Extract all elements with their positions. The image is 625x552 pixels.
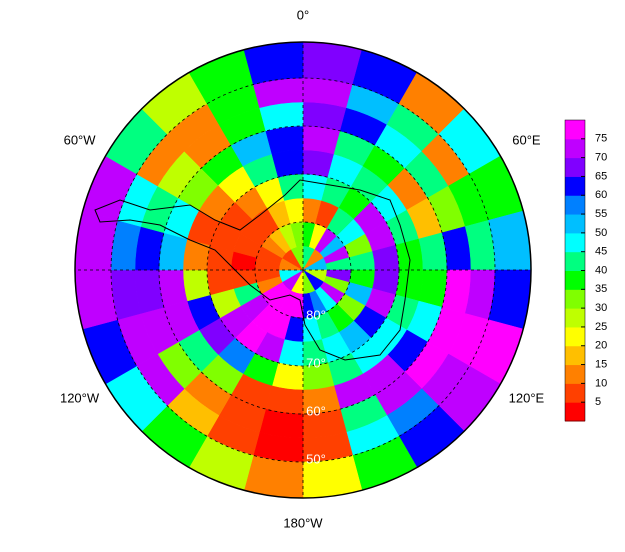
latitude-label: 60° — [306, 403, 326, 418]
longitude-label: 60°E — [512, 132, 541, 147]
longitude-label: 180°W — [283, 515, 323, 530]
colorbar-swatch — [565, 251, 585, 271]
colorbar-tick-label: 50 — [595, 227, 607, 239]
colorbar-swatch — [565, 195, 585, 215]
colorbar-swatch — [565, 232, 585, 253]
longitude-label: 120°W — [60, 390, 100, 405]
colorbar-swatch — [565, 138, 585, 159]
longitude-label: 60°W — [64, 132, 97, 147]
map-frame — [74, 41, 532, 499]
colorbar-swatch — [565, 214, 585, 234]
graticule — [74, 41, 532, 499]
latitude-label: 80° — [306, 307, 326, 322]
colorbar-tick-label: 45 — [595, 246, 607, 258]
heatmap-cell — [158, 269, 188, 308]
latitude-label: 50° — [306, 451, 326, 466]
colorbar-tick-label: 65 — [595, 170, 607, 182]
heatmap-cell — [158, 232, 188, 271]
colorbar-tick-label: 10 — [595, 377, 607, 389]
colorbar-swatch — [565, 308, 585, 328]
heatmap-cell — [265, 125, 304, 155]
colorbar-tick-label: 5 — [595, 396, 601, 408]
labels: 80° 70° 60° 50° 0° 60°E 120°E 180°W 120°W 60°W — [60, 7, 545, 530]
heatmap-cell — [418, 269, 448, 308]
coastline — [94, 179, 411, 361]
colorbar-tick-label: 20 — [595, 340, 607, 352]
colorbar-swatch — [565, 364, 585, 384]
colorbar-swatch — [565, 402, 585, 422]
colorbar-swatch — [565, 176, 585, 196]
colorbar-tick-label: 15 — [595, 358, 607, 370]
colorbar-tick-label: 35 — [595, 283, 607, 295]
colorbar-swatch — [565, 383, 585, 403]
colorbar-swatch — [565, 157, 585, 177]
longitude-label: 120°E — [509, 390, 545, 405]
heatmap-cell — [243, 455, 304, 499]
heatmap-cell — [265, 385, 304, 415]
colorbar-swatch — [565, 270, 585, 290]
colorbar-swatch — [565, 289, 585, 309]
colorbar-swatch — [565, 326, 585, 347]
heatmap-cell — [418, 232, 448, 271]
colorbar-tick-label: 40 — [595, 264, 607, 276]
heatmap-cell — [302, 125, 341, 155]
latitude-label: 70° — [306, 355, 326, 370]
heatmap-cell — [74, 210, 118, 271]
colorbar-tick-label: 25 — [595, 321, 607, 333]
colorbar: 5 10 15 20 25 30 35 40 45 50 55 60 65 70 75 — [564, 119, 607, 422]
colorbar-swatch — [565, 120, 585, 140]
colorbar-tick-label: 55 — [595, 208, 607, 220]
colorbar-swatch — [565, 345, 585, 366]
colorbar-tick-label: 30 — [595, 302, 607, 314]
longitude-label: 0° — [297, 7, 309, 22]
colorbar-tick-label: 75 — [595, 133, 607, 145]
colorbar-tick-label: 70 — [595, 152, 607, 164]
colorbar-tick-label: 60 — [595, 189, 607, 201]
